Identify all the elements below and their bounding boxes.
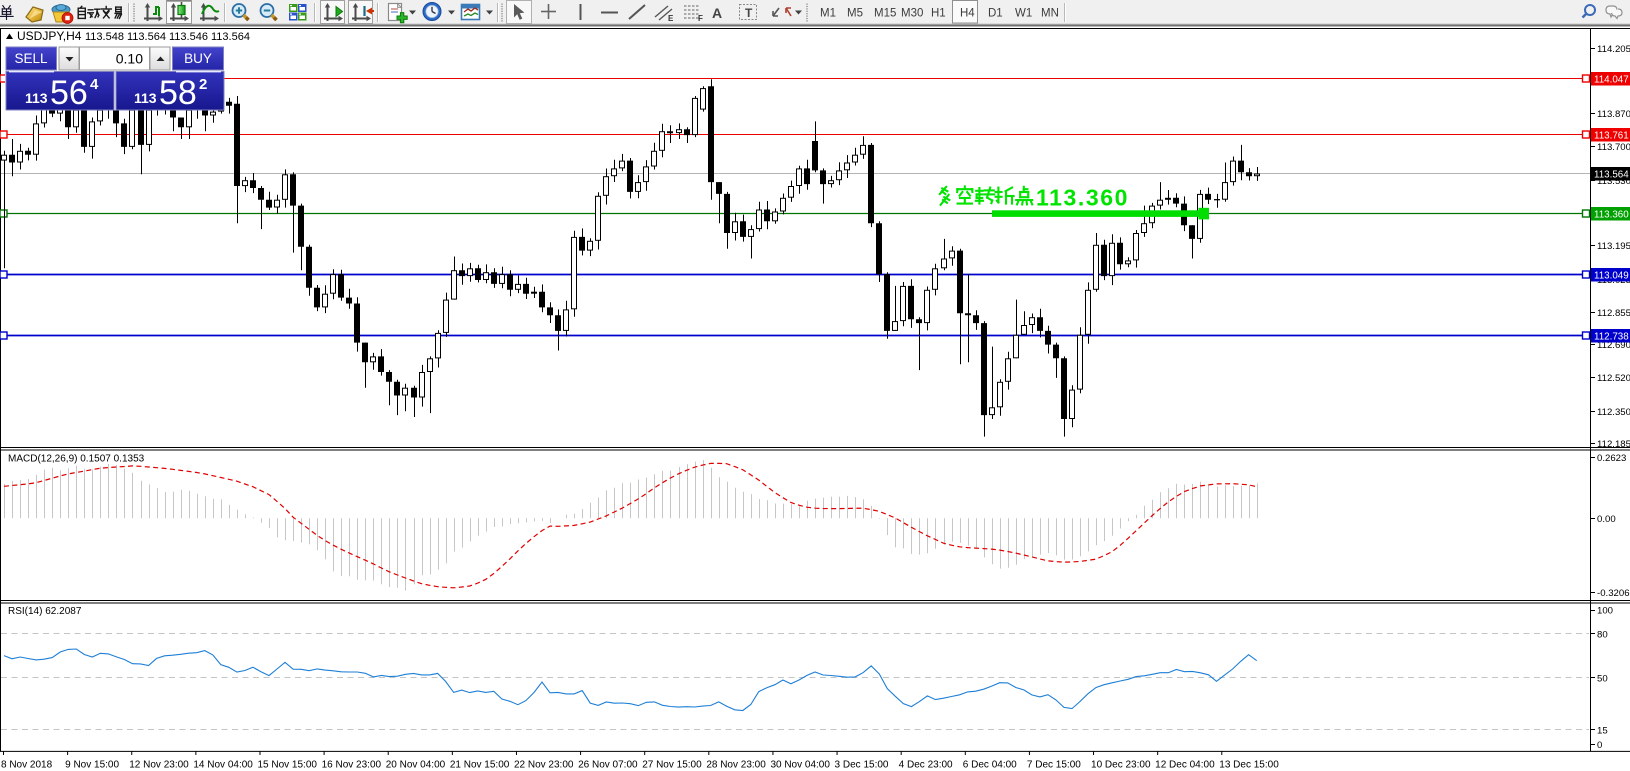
svg-text:H1: H1 xyxy=(931,8,946,20)
svg-text:USDJPY,H4: USDJPY,H4 xyxy=(17,29,82,43)
svg-text:M30: M30 xyxy=(901,8,923,20)
svg-text:113.564: 113.564 xyxy=(1594,169,1629,180)
svg-text:M1: M1 xyxy=(820,8,836,20)
svg-text:W1: W1 xyxy=(1015,8,1032,20)
svg-text:58: 58 xyxy=(159,74,197,112)
svg-text:13 Dec 15:00: 13 Dec 15:00 xyxy=(1219,760,1279,771)
svg-text:SELL: SELL xyxy=(14,51,48,66)
svg-text:M5: M5 xyxy=(847,8,863,20)
svg-text:6 Dec 04:00: 6 Dec 04:00 xyxy=(963,760,1017,771)
svg-text:15: 15 xyxy=(1597,726,1608,737)
svg-text:30 Nov 04:00: 30 Nov 04:00 xyxy=(770,760,830,771)
svg-text:112.855: 112.855 xyxy=(1597,308,1630,319)
svg-text:113.870: 113.870 xyxy=(1597,109,1630,120)
svg-text:80: 80 xyxy=(1597,630,1608,641)
svg-text:12 Nov 23:00: 12 Nov 23:00 xyxy=(129,760,189,771)
svg-text:MACD(12,26,9) 0.1507 0.1353: MACD(12,26,9) 0.1507 0.1353 xyxy=(8,454,145,465)
svg-text:114.205: 114.205 xyxy=(1597,44,1630,55)
svg-text:112.738: 112.738 xyxy=(1594,331,1629,342)
svg-text:50: 50 xyxy=(1597,674,1608,685)
svg-text:D1: D1 xyxy=(988,8,1003,20)
svg-text:21 Nov 15:00: 21 Nov 15:00 xyxy=(450,760,510,771)
svg-text:2: 2 xyxy=(199,76,207,93)
svg-text:0.00: 0.00 xyxy=(1597,514,1616,525)
svg-text:3 Dec 15:00: 3 Dec 15:00 xyxy=(835,760,889,771)
svg-text:-0.3206: -0.3206 xyxy=(1597,588,1630,599)
svg-text:112.185: 112.185 xyxy=(1597,439,1630,450)
svg-text:0: 0 xyxy=(1597,740,1602,751)
svg-text:12 Dec 04:00: 12 Dec 04:00 xyxy=(1155,760,1215,771)
svg-text:A: A xyxy=(712,5,722,21)
svg-text:113.360: 113.360 xyxy=(1594,209,1629,220)
svg-text:MN: MN xyxy=(1041,8,1059,20)
svg-text:4 Dec 23:00: 4 Dec 23:00 xyxy=(899,760,953,771)
svg-text:113: 113 xyxy=(25,90,48,106)
svg-text:RSI(14) 62.2087: RSI(14) 62.2087 xyxy=(8,606,82,617)
svg-text:0.2623: 0.2623 xyxy=(1597,453,1626,464)
svg-text:9 Nov 15:00: 9 Nov 15:00 xyxy=(65,760,119,771)
svg-text:112.520: 112.520 xyxy=(1597,373,1630,384)
svg-text:M15: M15 xyxy=(874,8,896,20)
svg-text:4: 4 xyxy=(90,76,99,93)
svg-text:16 Nov 23:00: 16 Nov 23:00 xyxy=(322,760,382,771)
svg-text:112.350: 112.350 xyxy=(1597,407,1630,418)
svg-text:T: T xyxy=(745,6,753,20)
svg-text:10 Dec 23:00: 10 Dec 23:00 xyxy=(1091,760,1151,771)
svg-text:H4: H4 xyxy=(960,8,975,20)
svg-text:113.530: 113.530 xyxy=(1597,176,1630,187)
svg-text:100: 100 xyxy=(1597,606,1613,617)
svg-text:113.700: 113.700 xyxy=(1597,142,1630,153)
svg-text:20 Nov 04:00: 20 Nov 04:00 xyxy=(386,760,446,771)
svg-text:22 Nov 23:00: 22 Nov 23:00 xyxy=(514,760,574,771)
svg-text:112.690: 112.690 xyxy=(1597,340,1630,351)
svg-text:28 Nov 23:00: 28 Nov 23:00 xyxy=(706,760,766,771)
svg-text:8 Nov 2018: 8 Nov 2018 xyxy=(1,760,53,771)
svg-text:113.761: 113.761 xyxy=(1594,130,1629,141)
svg-text:113.195: 113.195 xyxy=(1597,241,1630,252)
svg-text:E: E xyxy=(668,14,674,23)
svg-text:26 Nov 07:00: 26 Nov 07:00 xyxy=(578,760,638,771)
svg-text:27 Nov 15:00: 27 Nov 15:00 xyxy=(642,760,702,771)
svg-text:56: 56 xyxy=(50,74,88,112)
svg-text:113.548 113.564 113.546 113.56: 113.548 113.564 113.546 113.564 xyxy=(85,31,250,43)
svg-text:113.360: 113.360 xyxy=(1036,185,1129,211)
svg-text:113: 113 xyxy=(134,90,157,106)
svg-text:114.047: 114.047 xyxy=(1594,74,1629,85)
svg-text:7 Dec 15:00: 7 Dec 15:00 xyxy=(1027,760,1081,771)
svg-text:0.10: 0.10 xyxy=(116,51,143,67)
svg-text:15 Nov 15:00: 15 Nov 15:00 xyxy=(257,760,317,771)
svg-text:113.049: 113.049 xyxy=(1594,270,1629,281)
svg-text:F: F xyxy=(698,14,703,23)
svg-text:14 Nov 04:00: 14 Nov 04:00 xyxy=(193,760,253,771)
svg-text:BUY: BUY xyxy=(184,51,212,66)
